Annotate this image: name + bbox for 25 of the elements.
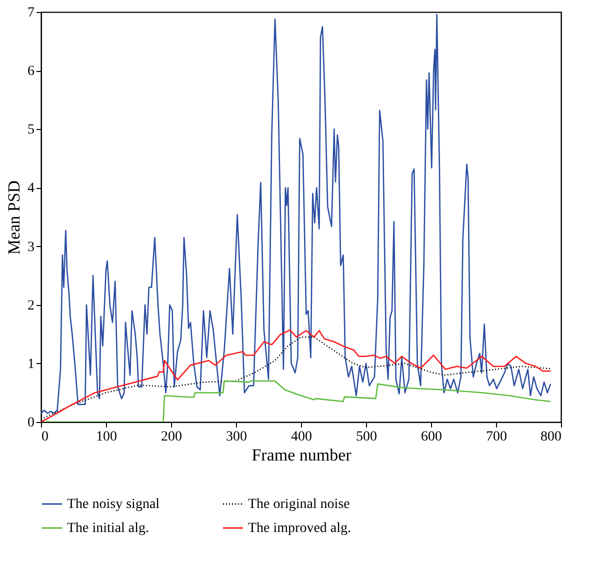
x-tick-label: 200 bbox=[161, 430, 182, 444]
x-tick-label: 600 bbox=[421, 430, 442, 444]
line-series bbox=[41, 14, 552, 414]
y-tick-label: 3 bbox=[28, 240, 34, 255]
legend-label: The noisy signal bbox=[67, 497, 160, 512]
y-axis-title: Mean PSD bbox=[4, 180, 24, 255]
legend-label: The initial alg. bbox=[67, 521, 150, 536]
legend-label: The improved alg. bbox=[248, 521, 352, 536]
line-series bbox=[41, 380, 552, 422]
x-tick-label: 0 bbox=[42, 430, 48, 444]
x-tick-label: 500 bbox=[356, 430, 377, 444]
x-axis-title: Frame number bbox=[252, 446, 352, 464]
legend-label: The original noise bbox=[248, 497, 350, 512]
y-tick-label: 5 bbox=[28, 122, 34, 138]
x-tick-label: 700 bbox=[486, 430, 507, 444]
y-tick-label: 1 bbox=[28, 356, 34, 372]
x-tick-label: 300 bbox=[226, 430, 247, 444]
x-tick-label: 800 bbox=[540, 430, 562, 444]
y-tick-label: 7 bbox=[28, 6, 34, 20]
x-tick-label: 100 bbox=[96, 430, 117, 444]
y-tick-label: 6 bbox=[28, 64, 34, 80]
y-tick-label: 4 bbox=[28, 181, 34, 196]
y-tick-label: 0 bbox=[28, 416, 34, 430]
y-tick-label: 2 bbox=[28, 298, 34, 314]
x-tick-label: 400 bbox=[291, 430, 312, 444]
